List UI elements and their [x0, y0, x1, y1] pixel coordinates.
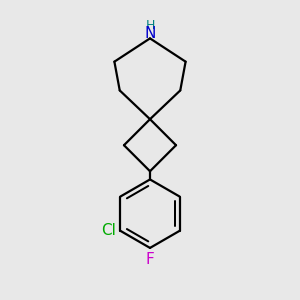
Text: Cl: Cl: [101, 223, 116, 238]
Text: N: N: [144, 26, 156, 41]
Text: H: H: [145, 19, 155, 32]
Text: F: F: [146, 252, 154, 267]
